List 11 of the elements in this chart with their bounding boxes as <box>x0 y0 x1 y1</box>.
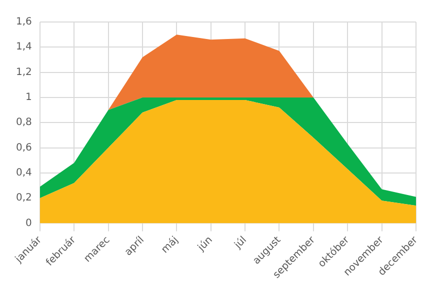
y-tick-label: 1 <box>26 92 32 104</box>
y-tick-label: 0,8 <box>16 117 32 128</box>
y-tick-label: 1,6 <box>16 16 32 28</box>
x-tick-label: jún <box>195 234 215 254</box>
y-tick-label: 0 <box>26 218 32 229</box>
y-tick-label: 0,2 <box>16 192 32 204</box>
y-tick-label: 0,6 <box>16 142 32 154</box>
y-tick-label: 1,4 <box>16 42 32 53</box>
y-tick-label: 0,4 <box>16 168 32 179</box>
y-tick-label: 1,2 <box>16 66 32 78</box>
x-tick-label: júl <box>232 234 249 252</box>
